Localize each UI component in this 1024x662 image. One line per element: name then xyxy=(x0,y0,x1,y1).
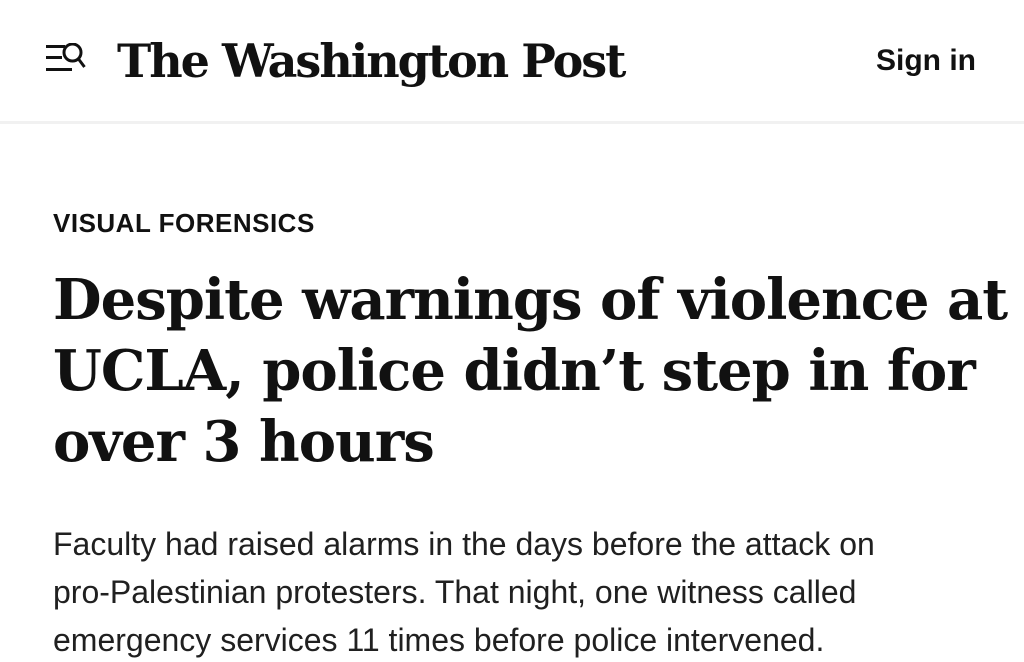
article-subhead: Faculty had raised alarms in the days be… xyxy=(53,520,976,662)
headline-line: UCLA, police didn’t step in for xyxy=(53,338,976,404)
sign-in-button[interactable]: Sign in xyxy=(876,43,976,77)
subhead-line: pro-Palestinian protesters. That night, … xyxy=(53,574,857,610)
headline-line: over 3 hours xyxy=(53,409,435,475)
article-header: VISUAL FORENSICS Despite warnings of vio… xyxy=(0,208,1024,662)
subhead-line: Faculty had raised alarms in the days be… xyxy=(53,526,875,562)
menu-search-button[interactable] xyxy=(45,41,89,81)
wapo-logo[interactable]: The Washington Post xyxy=(117,33,626,88)
headline-line: Despite warnings of violence at xyxy=(53,267,1008,333)
kicker-visual-forensics: VISUAL FORENSICS xyxy=(53,208,315,238)
subhead-line: emergency services 11 times before polic… xyxy=(53,622,825,658)
site-header: The Washington Post Sign in xyxy=(0,0,1024,124)
article-headline: Despite warnings of violence at UCLA, po… xyxy=(53,265,1008,478)
menu-search-icon xyxy=(46,42,88,79)
